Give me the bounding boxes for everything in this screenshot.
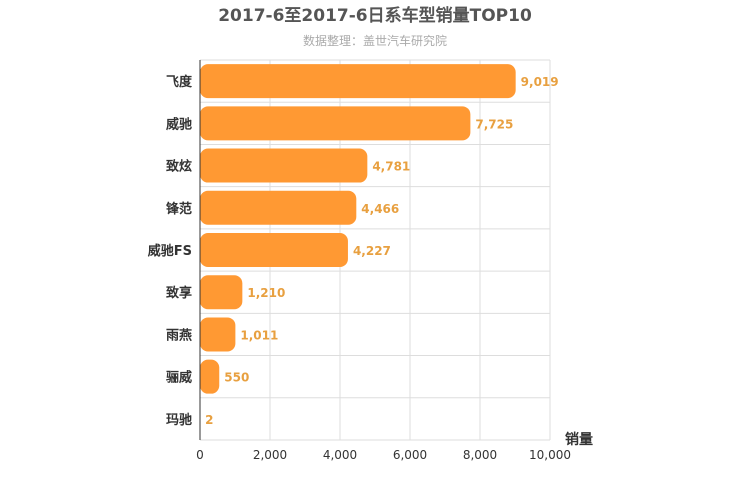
category-label: 骊威 (166, 370, 192, 386)
value-label: 4,227 (353, 244, 391, 258)
bar (200, 64, 516, 99)
x-tick-label: 10,000 (529, 448, 571, 462)
bar (200, 190, 357, 225)
value-label: 4,466 (361, 202, 399, 216)
x-tick-label: 2,000 (253, 448, 287, 462)
chart-subtitle: 数据整理：盖世汽车研究院 (303, 33, 447, 48)
grid-lines (199, 59, 551, 441)
value-label: 7,725 (475, 117, 513, 131)
category-label: 致炫 (166, 159, 192, 175)
x-tick-label: 0 (196, 448, 204, 462)
category-label: 雨燕 (166, 327, 192, 343)
value-label: 4,781 (372, 160, 410, 174)
value-label: 9,019 (521, 75, 559, 89)
x-axis-title: 销量 (565, 431, 593, 448)
x-tick-label: 8,000 (463, 448, 497, 462)
value-label: 2 (205, 413, 213, 427)
category-label: 锋范 (166, 201, 192, 217)
value-label: 550 (224, 371, 249, 385)
category-label: 威驰 (166, 116, 192, 132)
bar (200, 148, 368, 183)
bars (200, 64, 516, 394)
x-tick-label: 4,000 (323, 448, 357, 462)
category-label: 飞度 (166, 74, 193, 90)
bar (200, 317, 236, 352)
labels: 0 2,000 4,000 6,000 8,000 10,000 飞度 9,019 威驰 7,72… (148, 74, 571, 462)
value-label: 1,011 (240, 328, 278, 342)
bar (200, 106, 471, 141)
bar (200, 233, 348, 267)
category-label: 玛驰 (166, 413, 192, 428)
bar (200, 275, 243, 310)
bar (200, 359, 220, 394)
x-tick-label: 6,000 (393, 448, 427, 462)
chart-title: 2017-6至2017-6日系车型销量TOP10 (218, 5, 532, 26)
value-label: 1,210 (247, 286, 285, 300)
category-label: 威驰FS (148, 243, 192, 259)
category-label: 致享 (166, 285, 192, 301)
